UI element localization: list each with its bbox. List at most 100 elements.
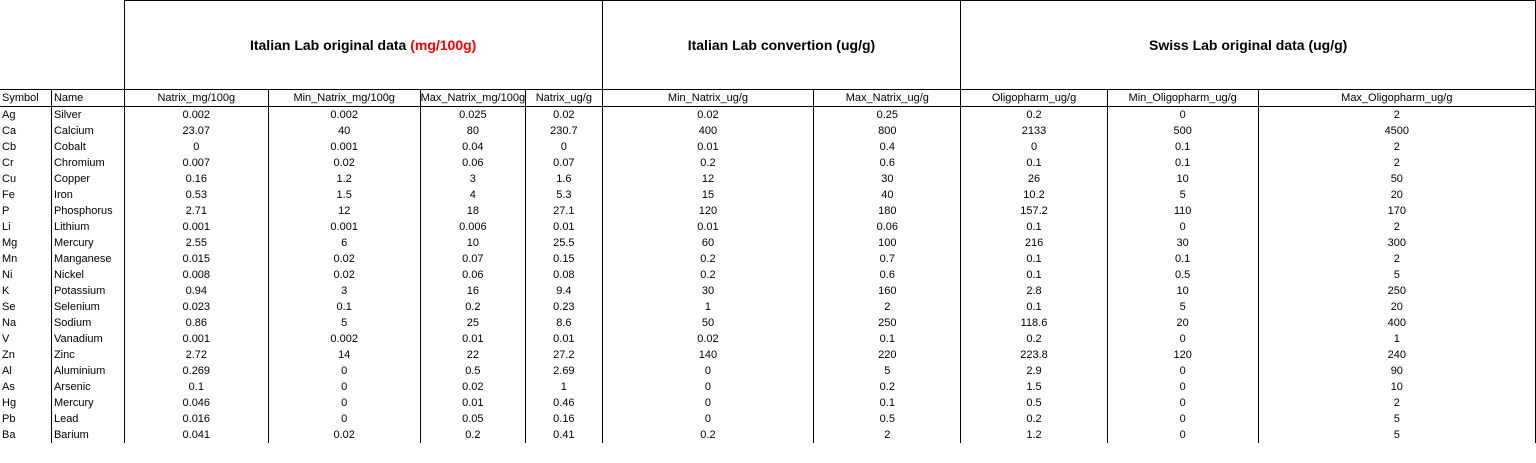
cell-name[interactable]: Calcium [50,123,125,139]
column-header-max-natrix-ug-g[interactable]: Max_Natrix_ug/g [813,89,961,107]
cell-min-natrix-mg-100g[interactable]: 6 [267,235,421,251]
cell-oligopharm-ug-g[interactable]: 0.2 [960,411,1108,427]
cell-max-natrix-ug-g[interactable]: 100 [813,235,961,251]
cell-name[interactable]: Iron [50,187,125,203]
cell-min-oligopharm-ug-g[interactable]: 110 [1106,203,1259,219]
cell-natrix-mg-100g[interactable]: 0.53 [123,187,269,203]
cell-name[interactable]: Lithium [50,219,125,235]
cell-natrix-mg-100g[interactable]: 2.72 [123,347,269,363]
cell-max-natrix-ug-g[interactable]: 0.4 [813,139,961,155]
cell-max-oligopharm-ug-g[interactable]: 250 [1257,283,1536,299]
cell-max-natrix-mg-100g[interactable]: 0.04 [419,139,526,155]
cell-symbol[interactable]: Na [2,317,17,329]
cell-max-natrix-mg-100g[interactable]: 4 [419,187,526,203]
cell-natrix-mg-100g[interactable]: 2.71 [123,203,269,219]
cell-min-oligopharm-ug-g[interactable]: 0 [1106,106,1259,123]
cell-max-oligopharm-ug-g[interactable]: 20 [1257,299,1536,315]
cell-name[interactable]: Cobalt [50,139,125,155]
cell-max-natrix-ug-g[interactable]: 2 [813,427,961,443]
column-header-min-oligopharm-ug-g[interactable]: Min_Oligopharm_ug/g [1106,89,1259,107]
cell-min-natrix-ug-g[interactable]: 15 [601,187,814,203]
cell-min-natrix-ug-g[interactable]: 1 [601,299,814,315]
cell-name[interactable]: Aluminium [50,363,125,379]
cell-natrix-mg-100g[interactable]: 0.015 [123,251,269,267]
cell-max-oligopharm-ug-g[interactable]: 2 [1257,395,1536,411]
cell-name[interactable]: Phosphorus [50,203,125,219]
cell-name[interactable]: Barium [50,427,125,443]
cell-min-natrix-ug-g[interactable]: 0.2 [601,427,814,443]
cell-min-oligopharm-ug-g[interactable]: 5 [1106,299,1259,315]
cell-max-natrix-mg-100g[interactable]: 0.025 [419,106,526,123]
cell-min-oligopharm-ug-g[interactable]: 10 [1106,171,1259,187]
cell-natrix-mg-100g[interactable]: 23.07 [123,123,269,139]
cell-symbol[interactable]: Cb [2,141,17,153]
cell-min-oligopharm-ug-g[interactable]: 0 [1106,331,1259,347]
cell-natrix-ug-g[interactable]: 9.4 [525,283,603,299]
cell-min-oligopharm-ug-g[interactable]: 0 [1106,411,1259,427]
cell-natrix-ug-g[interactable]: 5.3 [525,187,603,203]
cell-name[interactable]: Mercury [50,395,125,411]
cell-max-natrix-mg-100g[interactable]: 25 [419,315,526,331]
cell-symbol[interactable]: Cr [2,157,14,169]
cell-min-natrix-mg-100g[interactable]: 0.02 [267,267,421,283]
cell-max-natrix-mg-100g[interactable]: 22 [419,347,526,363]
cell-oligopharm-ug-g[interactable]: 2133 [960,123,1108,139]
cell-max-natrix-mg-100g[interactable]: 18 [419,203,526,219]
cell-max-oligopharm-ug-g[interactable]: 2 [1257,251,1536,267]
cell-natrix-ug-g[interactable]: 1.6 [525,171,603,187]
cell-name[interactable]: Potassium [50,283,125,299]
cell-max-oligopharm-ug-g[interactable]: 5 [1257,267,1536,283]
cell-max-oligopharm-ug-g[interactable]: 20 [1257,187,1536,203]
cell-max-oligopharm-ug-g[interactable]: 2 [1257,106,1536,123]
cell-min-natrix-mg-100g[interactable]: 0 [267,411,421,427]
cell-oligopharm-ug-g[interactable]: 0.5 [960,395,1108,411]
column-header-min-natrix-ug-g[interactable]: Min_Natrix_ug/g [601,89,814,107]
cell-max-natrix-mg-100g[interactable]: 16 [419,283,526,299]
cell-min-oligopharm-ug-g[interactable]: 0 [1106,379,1259,395]
cell-max-natrix-ug-g[interactable]: 30 [813,171,961,187]
cell-natrix-mg-100g[interactable]: 0.007 [123,155,269,171]
cell-min-natrix-mg-100g[interactable]: 5 [267,315,421,331]
cell-min-natrix-ug-g[interactable]: 400 [601,123,814,139]
cell-min-natrix-ug-g[interactable]: 0.01 [601,219,814,235]
cell-symbol[interactable]: Li [2,221,11,233]
cell-symbol[interactable]: Ag [2,109,16,121]
cell-symbol[interactable]: Mg [2,237,18,249]
cell-symbol[interactable]: Fe [2,189,15,201]
cell-min-natrix-mg-100g[interactable]: 0.02 [267,251,421,267]
cell-natrix-mg-100g[interactable]: 0.041 [123,427,269,443]
cell-natrix-ug-g[interactable]: 0.23 [525,299,603,315]
cell-min-natrix-ug-g[interactable]: 0 [601,411,814,427]
cell-natrix-mg-100g[interactable]: 0.94 [123,283,269,299]
cell-max-natrix-ug-g[interactable]: 5 [813,363,961,379]
cell-min-natrix-ug-g[interactable]: 0.02 [601,106,814,123]
cell-symbol[interactable]: Hg [2,397,17,409]
cell-natrix-mg-100g[interactable]: 0.008 [123,267,269,283]
cell-natrix-ug-g[interactable]: 0.08 [525,267,603,283]
cell-max-natrix-mg-100g[interactable]: 0.06 [419,155,526,171]
cell-min-natrix-ug-g[interactable]: 0 [601,395,814,411]
cell-min-natrix-mg-100g[interactable]: 0 [267,395,421,411]
cell-min-natrix-ug-g[interactable]: 0.02 [601,331,814,347]
cell-oligopharm-ug-g[interactable]: 0.1 [960,251,1108,267]
cell-symbol[interactable]: P [2,205,10,217]
cell-natrix-mg-100g[interactable]: 0.16 [123,171,269,187]
cell-max-natrix-mg-100g[interactable]: 0.2 [419,299,526,315]
cell-name[interactable]: Selenium [50,299,125,315]
column-header-min-natrix-mg-100g[interactable]: Min_Natrix_mg/100g [267,89,421,107]
cell-name[interactable]: Vanadium [50,331,125,347]
cell-min-natrix-ug-g[interactable]: 0.2 [601,251,814,267]
cell-name[interactable]: Silver [50,106,125,123]
cell-max-natrix-ug-g[interactable]: 0.5 [813,411,961,427]
cell-max-natrix-mg-100g[interactable]: 0.5 [419,363,526,379]
cell-max-natrix-ug-g[interactable]: 0.6 [813,267,961,283]
cell-max-oligopharm-ug-g[interactable]: 170 [1257,203,1536,219]
column-header-name[interactable]: Name [50,89,125,107]
cell-oligopharm-ug-g[interactable]: 1.5 [960,379,1108,395]
cell-symbol[interactable]: Al [2,365,12,377]
cell-min-oligopharm-ug-g[interactable]: 10 [1106,283,1259,299]
cell-oligopharm-ug-g[interactable]: 2.9 [960,363,1108,379]
cell-oligopharm-ug-g[interactable]: 157.2 [960,203,1108,219]
cell-max-oligopharm-ug-g[interactable]: 10 [1257,379,1536,395]
cell-min-oligopharm-ug-g[interactable]: 0.1 [1106,251,1259,267]
